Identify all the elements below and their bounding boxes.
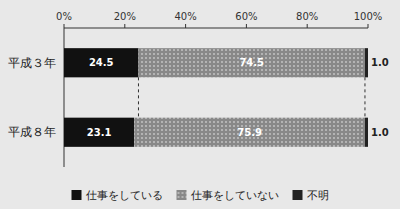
bar-segment [138,48,364,77]
x-axis: 0% 20% 40% 60% 80% 100% [56,11,382,28]
data-label: 1.0 [371,127,389,138]
data-label: 1.0 [371,57,389,68]
bar-segment [134,118,365,147]
legend-swatch [177,190,187,200]
data-label: 24.5 [89,57,114,68]
x-tick-label: 40% [174,11,196,22]
legend-swatch [72,190,82,200]
legend: 仕事をしている 仕事をしていない 不明 [72,189,329,202]
legend-item: 不明 [293,189,329,202]
bar-segment [64,118,134,147]
x-axis-line [64,28,368,29]
connector-line [138,77,139,117]
x-tick-label: 60% [235,11,257,22]
category-label: 平成３年 [8,56,56,70]
x-tick-label: 0% [56,11,72,22]
x-tick-label: 80% [296,11,318,22]
x-tick [64,24,65,28]
x-tick-label: 20% [114,11,136,22]
connector-line [364,77,365,117]
legend-swatch [293,190,303,200]
legend-item: 仕事をしていない [177,189,279,202]
x-tick [307,24,308,28]
data-label: 75.9 [237,127,262,138]
x-tick-label: 100% [354,11,383,22]
legend-label: 不明 [307,189,329,202]
data-label: 23.1 [87,127,112,138]
x-tick [124,24,125,28]
data-label: 74.5 [239,57,264,68]
x-tick [246,24,247,28]
x-tick [185,24,186,28]
chart: 0% 20% 40% 60% 80% 100% 平成３年平成８年 24.5 74.5 1.0 23.… [0,0,400,209]
bar-segment [365,48,368,77]
category-label: 平成８年 [8,125,56,139]
legend-label: 仕事をしていない [191,189,279,202]
legend-label: 仕事をしている [86,189,163,202]
data-labels: 24.5 74.5 1.0 23.1 75.9 1.0 [87,57,389,138]
bar-segment [64,48,138,77]
bar-segment [365,118,368,147]
legend-item: 仕事をしている [72,189,163,202]
bars [64,48,368,147]
x-tick [368,24,369,28]
